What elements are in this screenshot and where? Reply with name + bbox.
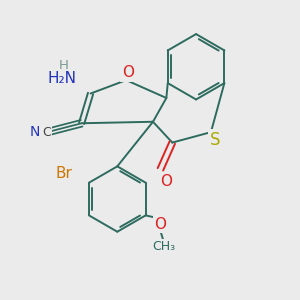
Text: CH₃: CH₃	[152, 240, 175, 253]
Text: Br: Br	[56, 166, 72, 181]
Text: N: N	[30, 125, 40, 139]
Text: O: O	[122, 65, 134, 80]
Text: S: S	[210, 130, 220, 148]
Text: C: C	[43, 126, 51, 139]
Text: O: O	[154, 217, 166, 232]
Text: H: H	[59, 59, 69, 72]
Text: O: O	[160, 174, 172, 189]
Text: H₂N: H₂N	[48, 71, 77, 86]
